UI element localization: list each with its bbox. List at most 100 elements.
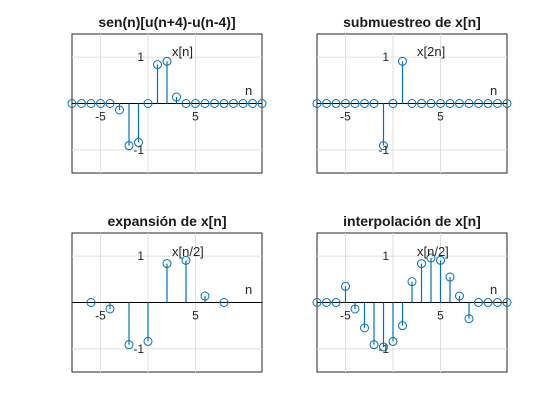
stem-marker	[238, 99, 248, 108]
stem-marker	[322, 298, 331, 307]
stem-marker	[331, 99, 341, 108]
stem-marker	[200, 291, 210, 301]
y-tick-labels: -1 1	[133, 50, 144, 157]
stem-marker	[229, 99, 238, 108]
plot-title: interpolación de x[n]	[343, 213, 481, 229]
stem-marker	[86, 99, 96, 108]
y-tick-labels: -1 1	[133, 249, 144, 356]
plot-panel-interpolation: -1 1 -5 5 interpolación de x[n] x[n/2] n	[312, 213, 512, 373]
stem-marker	[210, 99, 219, 108]
stem-marker	[105, 304, 115, 314]
stem-marker	[124, 141, 134, 151]
stem-marker	[474, 99, 483, 108]
stem-marker	[105, 99, 115, 108]
stem-marker	[455, 291, 464, 301]
stem-marker	[172, 92, 181, 102]
stem-marker	[407, 277, 417, 287]
stem-marker	[436, 99, 445, 108]
stem-marker	[398, 56, 407, 66]
y-tick-label: -1	[378, 143, 389, 157]
x-tick-labels: -5 5	[340, 309, 444, 323]
plot-panel-downsampling: -1 1 -5 5 submuestreo de x[n] x[2n] n	[312, 14, 512, 174]
signal-label: x[n/2]	[172, 244, 204, 259]
stem-marker	[248, 99, 257, 108]
x-tick-label: 5	[192, 110, 199, 124]
stem-marker	[322, 99, 331, 108]
stem-marker	[219, 298, 229, 307]
x-tick-label: 5	[192, 309, 199, 323]
stem-marker	[483, 298, 493, 307]
stem-marker	[331, 298, 341, 307]
axis-n-label: n	[490, 83, 497, 98]
x-tick-labels: -5 5	[95, 309, 199, 323]
stem-marker	[312, 298, 322, 307]
stem-marker	[134, 137, 143, 147]
y-tick-label: -1	[378, 342, 389, 356]
x-tick-label: 5	[437, 110, 444, 124]
stem-marker	[181, 255, 191, 265]
stem-marker	[162, 56, 172, 66]
stem-marker	[162, 259, 172, 269]
stem-marker	[464, 314, 474, 324]
stem-marker	[426, 253, 436, 263]
stem-marker	[124, 340, 134, 350]
y-tick-labels: -1 1	[378, 249, 389, 356]
stem-marker	[474, 298, 483, 307]
stem-marker	[257, 99, 267, 108]
x-tick-labels: -5 5	[95, 110, 199, 124]
y-tick-label: -1	[133, 342, 144, 356]
y-tick-label: -1	[133, 143, 144, 157]
plot-panel-expansion: -1 1 -5 5 expansión de x[n] x[n/2] n	[71, 213, 263, 373]
stem-series	[67, 56, 267, 151]
stem-marker	[369, 340, 379, 350]
stem-marker	[86, 298, 96, 307]
stem-marker	[455, 99, 464, 108]
stem-marker	[464, 99, 474, 108]
plot-panel-original: -1 1 -5 5 sen(n)[u(n+4)-u(n-4)] x[n] n	[67, 14, 267, 174]
stem-marker	[426, 99, 436, 108]
stem-marker	[417, 99, 426, 108]
stem-marker	[483, 99, 493, 108]
stem-marker	[341, 281, 350, 291]
x-tick-label: 5	[437, 309, 444, 323]
stem-marker	[493, 99, 502, 108]
x-tick-labels: -5 5	[340, 110, 444, 124]
stem-marker	[493, 298, 502, 307]
plot-title: submuestreo de x[n]	[343, 14, 481, 30]
plot-title: sen(n)[u(n+4)-u(n-4)]	[98, 14, 235, 30]
axis-n-label: n	[245, 282, 252, 297]
stem-marker	[379, 342, 388, 352]
stem-marker	[77, 99, 86, 108]
stem-marker	[219, 99, 229, 108]
y-tick-labels: -1 1	[378, 50, 389, 157]
stem-marker	[445, 272, 455, 282]
stem-marker	[143, 336, 153, 346]
stem-marker	[181, 99, 191, 108]
y-tick-label: 1	[382, 50, 389, 64]
stem-series	[312, 253, 512, 352]
stem-marker	[407, 99, 417, 108]
stem-marker	[200, 99, 210, 108]
stem-marker	[379, 141, 388, 151]
stem-marker	[388, 336, 398, 346]
signal-label: x[2n]	[417, 44, 445, 59]
stem-marker	[398, 321, 407, 331]
y-tick-label: 1	[382, 249, 389, 263]
stem-marker	[388, 99, 398, 108]
stem-marker	[360, 99, 369, 108]
x-tick-label: -5	[340, 309, 351, 323]
stem-marker	[115, 105, 124, 115]
stem-marker	[417, 259, 426, 269]
stem-series	[312, 56, 512, 151]
stem-marker	[191, 99, 200, 108]
stem-marker	[445, 99, 455, 108]
stem-marker	[143, 99, 153, 108]
stem-marker	[153, 60, 162, 70]
x-tick-label: -5	[95, 309, 106, 323]
x-tick-label: -5	[340, 110, 351, 124]
stem-marker	[67, 99, 77, 108]
stem-marker	[350, 304, 360, 314]
axis-n-label: n	[245, 83, 252, 98]
stem-marker	[350, 99, 360, 108]
